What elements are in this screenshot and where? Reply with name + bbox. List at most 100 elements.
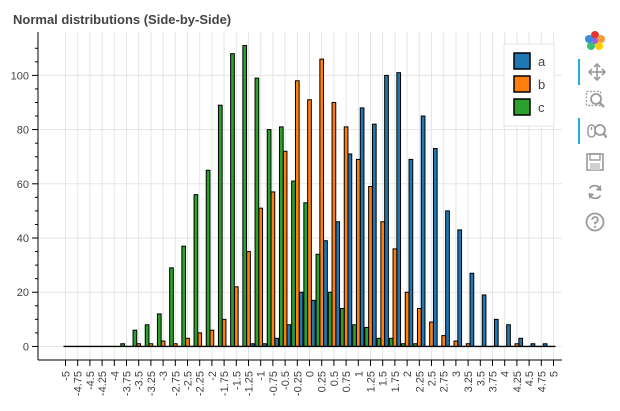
- legend-label-a: a: [538, 54, 546, 69]
- bar-b-0.75: [343, 126, 349, 347]
- x-tick-label: 3: [451, 371, 463, 377]
- bar-c--3.25: [144, 324, 150, 347]
- x-tick-label: 3.75: [488, 371, 500, 392]
- wheel-zoom-tool[interactable]: [578, 118, 614, 144]
- bar-b-0.5: [331, 101, 337, 347]
- bar-b--1: [258, 207, 264, 347]
- bar-a-4: [506, 324, 511, 347]
- bar-a-0.25: [323, 240, 328, 347]
- bar-c--3: [156, 313, 162, 347]
- x-tick-label: 4.75: [536, 371, 548, 392]
- x-tick-label: 0.25: [317, 371, 329, 392]
- bar-b-1: [355, 158, 361, 347]
- bar-b-2.75: [441, 335, 447, 347]
- x-tick-label: 1.25: [366, 371, 378, 392]
- bar-b-1.75: [392, 248, 398, 347]
- y-tick-label: 60: [17, 179, 29, 191]
- legend[interactable]: abc: [503, 43, 555, 127]
- bokeh-logo[interactable]: [578, 28, 612, 54]
- x-tick-label: -2.25: [195, 371, 207, 396]
- bar-b-2.5: [429, 321, 434, 347]
- bar-b--1.25: [246, 251, 251, 347]
- bar-c-1.5: [376, 337, 382, 347]
- x-tick-label: 4.25: [512, 371, 524, 392]
- bar-c--1.25: [242, 45, 248, 347]
- y-tick-label: 100: [11, 70, 29, 82]
- reset-tool[interactable]: [578, 179, 612, 205]
- chart-title: Normal distributions (Side-by-Side): [13, 12, 231, 27]
- bar-b--1.75: [221, 318, 227, 347]
- x-tick-label: -2: [207, 371, 219, 381]
- x-tick-label: -3: [158, 371, 170, 381]
- help-tool-icon: [585, 212, 605, 232]
- x-tick-label: -4: [109, 371, 121, 381]
- bar-a-1.75: [396, 72, 402, 347]
- x-tick-label: -3.25: [146, 371, 158, 396]
- y-tick-label: 0: [23, 341, 29, 353]
- bar-c-1.25: [364, 326, 370, 347]
- bar-a-4.25: [518, 337, 524, 347]
- bar-a-1.5: [384, 74, 389, 347]
- bar-a-1.25: [371, 123, 377, 347]
- legend-swatch-a: [513, 52, 531, 70]
- x-tick-label: -3.75: [122, 371, 134, 396]
- y-tick-label: 20: [17, 287, 29, 299]
- bar-a-1: [359, 107, 365, 347]
- x-tick-label: 3.25: [463, 371, 475, 392]
- bar-c-0.25: [315, 253, 321, 347]
- x-tick-label: 0.75: [341, 371, 353, 392]
- x-tick-label: 0.5: [329, 371, 341, 386]
- bar-a-3.5: [481, 294, 487, 347]
- bar-a-2: [408, 158, 414, 347]
- bar-c--1.75: [217, 104, 223, 347]
- bar-a-0.75: [347, 153, 353, 347]
- save-tool-icon: [586, 153, 604, 171]
- legend-label-c: c: [538, 100, 545, 115]
- bar-a--0.75: [274, 337, 280, 347]
- x-tick-label: 3.5: [475, 371, 487, 386]
- x-tick-label: -0.75: [268, 371, 280, 396]
- pan-tool-icon: [587, 62, 607, 82]
- x-tick-label: -4.5: [85, 371, 97, 390]
- bar-b-2.25: [416, 307, 422, 347]
- legend-swatch-b: [513, 75, 531, 93]
- x-tick-label: -1.25: [244, 371, 256, 396]
- bar-a-0.5: [335, 221, 341, 347]
- bar-a-2.75: [445, 210, 450, 347]
- legend-label-b: b: [538, 77, 545, 92]
- reset-tool-icon: [588, 184, 602, 200]
- box-zoom-tool[interactable]: [578, 87, 612, 113]
- x-tick-label: 4.5: [524, 371, 536, 386]
- bar-c--0.25: [291, 180, 296, 347]
- x-tick-label: -2.75: [170, 371, 182, 396]
- bar-a--0.25: [298, 291, 304, 347]
- box-zoom-tool-icon: [585, 90, 605, 108]
- x-tick-label: -1: [256, 371, 268, 381]
- x-tick-label: 2.25: [414, 371, 426, 392]
- bar-a-3: [457, 229, 463, 347]
- x-tick-label: 1: [353, 371, 365, 377]
- bar-b-0.25: [319, 58, 325, 347]
- bar-c-0: [303, 202, 309, 347]
- help-tool[interactable]: [578, 209, 612, 235]
- bar-a-2.25: [420, 115, 426, 347]
- y-tick-label: 80: [17, 125, 29, 137]
- bar-b-1.25: [368, 186, 373, 347]
- bar-c--0.75: [266, 129, 272, 347]
- x-tick-label: 1.5: [378, 371, 390, 386]
- bar-b--3: [160, 340, 166, 347]
- bar-b--0.5: [282, 150, 288, 347]
- bar-c--3.5: [132, 329, 138, 347]
- x-tick-label: 2.75: [439, 371, 451, 392]
- bar-c--0.5: [278, 126, 284, 347]
- bar-b--2: [209, 329, 215, 347]
- x-tick-label: 5: [549, 371, 561, 377]
- save-tool[interactable]: [578, 149, 612, 175]
- x-tick-label: 4: [500, 371, 512, 377]
- bar-b-3: [453, 340, 459, 347]
- x-tick-label: 0: [305, 371, 317, 377]
- x-tick-label: 2: [402, 371, 414, 377]
- pan-tool[interactable]: [578, 59, 614, 85]
- bars: [63, 45, 556, 348]
